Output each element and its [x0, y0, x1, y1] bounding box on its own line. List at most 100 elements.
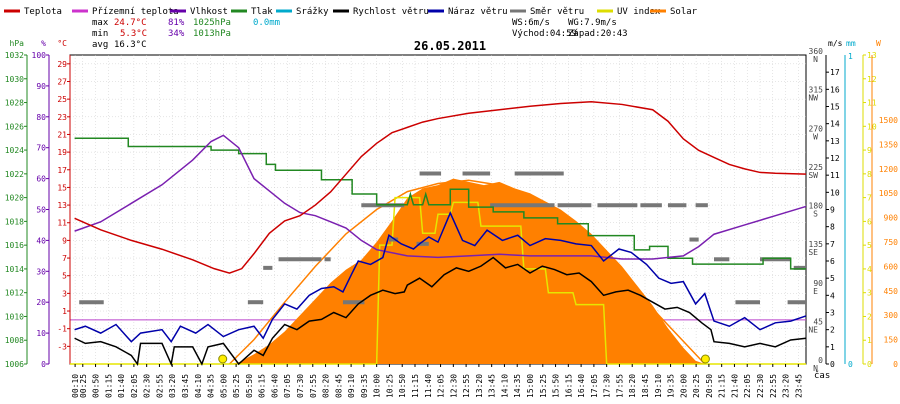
solar-tick-label: 0 [893, 360, 898, 369]
x-tick-label: 00:25 [79, 374, 88, 398]
pressure-axis-tick-label: 1016 [5, 241, 24, 250]
x-tick-label: 21:15 [718, 374, 727, 398]
pressure-axis-tick-label: 1020 [5, 194, 24, 203]
legend-label: Teplota [24, 7, 62, 17]
x-tick-label: 15:00 [526, 374, 535, 398]
humidity-axis-tick-label: 40 [36, 236, 46, 245]
wind-direction-label: NW [808, 94, 818, 103]
x-tick-label: 10:25 [385, 374, 394, 398]
x-tick-label: 23:20 [782, 374, 791, 398]
pressure-axis-tick-label: 1024 [5, 146, 24, 155]
x-tick-label: 00:10 [71, 374, 80, 398]
stat-max-temp: 24.7°C [114, 18, 147, 28]
temperature-axis-tick-label: -1 [57, 325, 67, 334]
x-tick-label: 16:15 [564, 374, 573, 398]
wind-speed-tick-label: 16 [830, 85, 840, 94]
stat-max-hum: 81% [168, 18, 185, 28]
wind-gust-line [74, 211, 807, 344]
humidity-axis-tick-label: 70 [36, 144, 46, 153]
x-tick-label: 14:35 [513, 374, 522, 398]
uv-tick-label: 6 [867, 217, 872, 226]
wind-speed-tick-label: 8 [830, 223, 835, 232]
x-tick-label: 20:50 [705, 374, 714, 398]
temperature-axis-tick-label: 3 [62, 289, 67, 298]
legend: Teplota Přízemní teplota Vlhkost Tlak Srážky… [4, 7, 698, 17]
wind-speed-tick-label: 15 [830, 103, 840, 112]
x-tick-label: 15:25 [539, 374, 548, 398]
x-tick-label: 05:00 [219, 374, 228, 398]
stat-min-temp: 5.3°C [120, 29, 147, 39]
x-tick-label: 09:10 [347, 374, 356, 398]
stat-ws: WS:6m/s [512, 18, 550, 28]
x-tick-label: 20:25 [692, 374, 701, 398]
pressure-axis-tick-label: 1018 [5, 217, 24, 226]
solar-tick-label: 1050 [879, 189, 898, 198]
wind-speed-tick-label: 4 [830, 291, 835, 300]
wind-direction-degree: 270 [809, 124, 824, 133]
x-tick-label: 06:15 [258, 374, 267, 398]
stat-max-label: max [92, 18, 109, 28]
x-tick-label: 18:20 [628, 374, 637, 398]
x-tick-label: 00:50 [92, 374, 101, 398]
x-tick-label: 12:30 [449, 374, 458, 398]
humidity-axis-tick-label: 50 [36, 206, 46, 215]
series-layer [70, 101, 807, 367]
temperature-axis-tick-label: 13 [57, 201, 67, 210]
wind-speed-tick-label: 17 [830, 68, 840, 77]
uv-tick-label: 4 [867, 265, 872, 274]
stat-rain: 0.0mm [253, 18, 280, 28]
temperature-axis-unit: °C [57, 39, 67, 48]
legend-label: UV index [617, 7, 661, 17]
x-tick-label: 10:00 [373, 374, 382, 398]
uv-tick-label: 8 [867, 170, 872, 179]
left-axes: hPa1006100810101012101410161018102010221… [5, 39, 71, 369]
temperature-axis-tick-label: 19 [57, 148, 67, 157]
stat-wg: WG:7.9m/s [568, 18, 617, 28]
stat-avg-label: avg [92, 40, 108, 50]
pressure-axis-tick-label: 1006 [5, 360, 24, 369]
x-tick-label: 02:05 [130, 374, 139, 398]
legend-label: Srážky [296, 7, 329, 17]
wind-speed-tick-label: 5 [830, 274, 835, 283]
uv-tick-label: 3 [867, 289, 872, 298]
x-tick-label: 02:30 [143, 374, 152, 398]
legend-label: Solar [670, 7, 698, 17]
stat-min-label: min [92, 29, 108, 39]
wind-direction-degree: 360 [809, 47, 824, 56]
x-tick-label: 14:10 [500, 374, 509, 398]
solar-tick-label: 1350 [879, 140, 898, 149]
x-tick-label: 05:25 [232, 374, 241, 398]
wind-direction-label: S [813, 210, 818, 219]
x-tick-label: 17:55 [615, 374, 624, 398]
humidity-axis-unit: % [41, 39, 46, 48]
x-tick-label: 17:05 [590, 374, 599, 398]
stat-min-hum: 34% [168, 29, 185, 39]
x-tick-label: 18:45 [641, 374, 650, 398]
solar-tick-label: 450 [884, 287, 899, 296]
x-tick-label: 20:00 [679, 374, 688, 398]
wind-speed-tick-label: 3 [830, 309, 835, 318]
humidity-line [74, 134, 807, 260]
wind-speed-tick-label: 11 [830, 171, 840, 180]
temperature-axis-tick-label: 15 [57, 183, 67, 192]
wind-direction-degree: 45 [813, 317, 823, 326]
legend-label: Náraz větru [448, 7, 508, 17]
temperature-axis-tick-label: 9 [62, 236, 67, 245]
wind-speed-tick-label: 6 [830, 257, 835, 266]
rain-tick-label: 1 [848, 52, 853, 61]
wind-direction-label: E [813, 287, 818, 296]
humidity-axis-tick-label: 10 [36, 329, 46, 338]
x-tick-label: 15:50 [552, 374, 561, 398]
x-tick-label: 03:20 [168, 374, 177, 398]
x-tick-label: 07:05 [283, 374, 292, 398]
legend-label: Vlhkost [190, 7, 228, 17]
stat-max-pres: 1025hPa [193, 18, 231, 28]
wind-speed-tick-label: 0 [830, 360, 835, 369]
humidity-axis-tick-label: 0 [41, 360, 46, 369]
wind-direction-degree: 315 [809, 86, 824, 95]
pressure-axis-unit: hPa [10, 39, 25, 48]
solar-axis-unit: W [876, 39, 881, 48]
x-tick-label: 04:35 [207, 374, 216, 398]
chart-date-title: 26.05.2011 [414, 39, 486, 53]
